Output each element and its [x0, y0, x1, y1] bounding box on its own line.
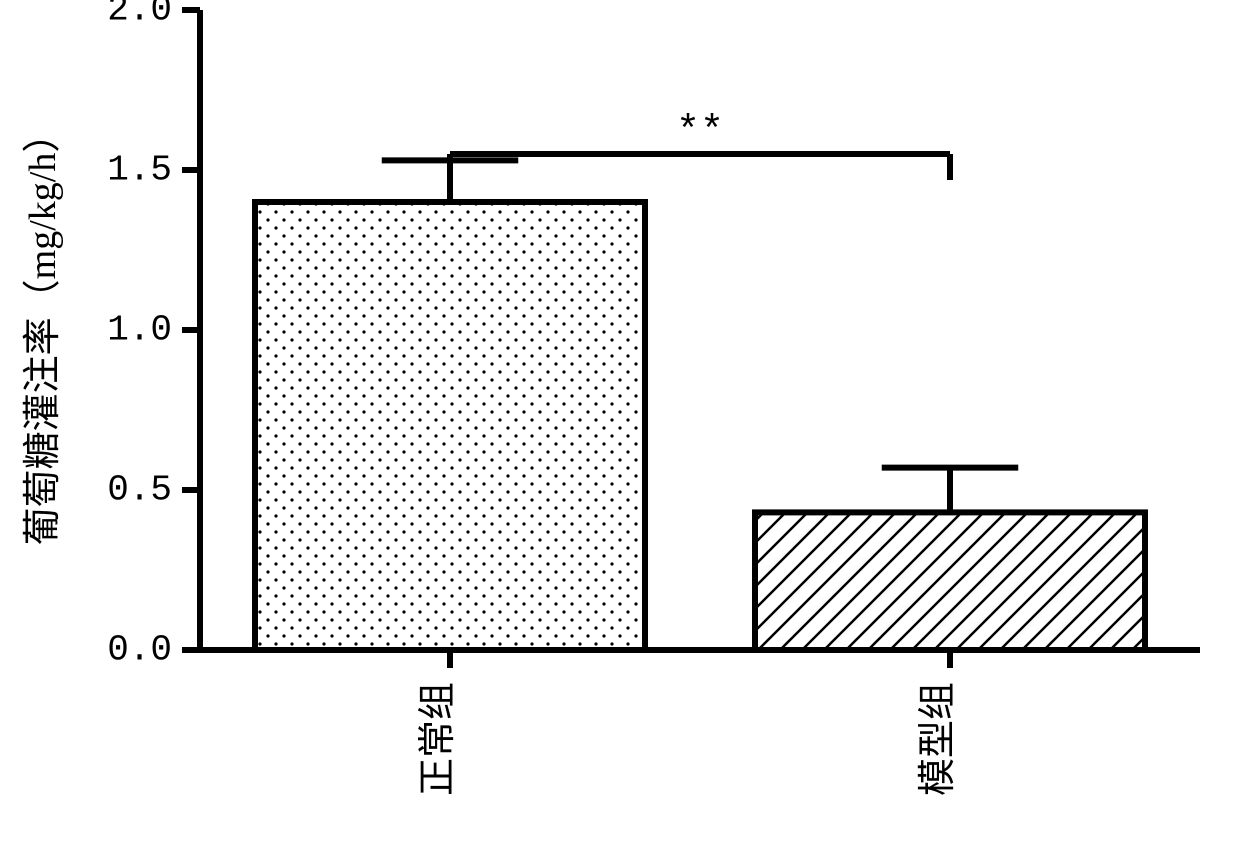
y-tick-label: 2.0 — [107, 0, 172, 31]
chart-container: 0.0 0.5 1.0 1.5 2.0 葡萄糖灌注率（mg/kg/h） 正常组 模型组 ** — [0, 0, 1240, 844]
bar — [755, 512, 1145, 650]
bar — [255, 202, 645, 650]
y-tick-label: 1.0 — [107, 310, 172, 351]
y-tick-label: 0.5 — [107, 470, 172, 511]
y-tick-label: 0.0 — [107, 630, 172, 671]
x-category-label: 模型组 — [917, 682, 959, 796]
x-category-label: 正常组 — [417, 682, 459, 796]
y-axis-title: 葡萄糖灌注率（mg/kg/h） — [22, 115, 64, 546]
y-tick-label: 1.5 — [107, 150, 172, 191]
bar-chart: 0.0 0.5 1.0 1.5 2.0 葡萄糖灌注率（mg/kg/h） 正常组 模型组 ** — [0, 0, 1240, 844]
significance-marker: ** — [676, 110, 724, 155]
